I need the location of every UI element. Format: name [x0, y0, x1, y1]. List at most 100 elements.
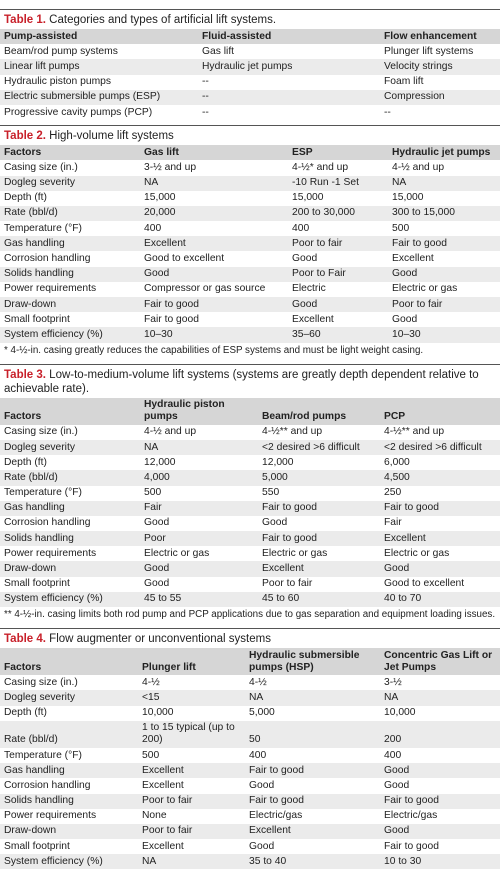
table-cell: 10,000	[384, 707, 416, 719]
header-cell: PCP	[380, 397, 500, 425]
table-cell: Excellent	[258, 561, 380, 577]
header-cell: Fluid-assisted	[198, 29, 380, 45]
table-row: Rate (bbl/d) 1 to 15 typical (up to 200) 5…	[0, 720, 500, 748]
header-cell: Hydraulic submersible pumps (HSP)	[245, 648, 380, 676]
table-cell: Excellent	[138, 763, 245, 779]
header-cell: Gas lift	[140, 145, 288, 161]
table-cell: Solids handling	[0, 793, 138, 809]
table-cell: Excellent	[392, 253, 434, 265]
table-cell: Poor to fair	[262, 578, 313, 590]
header-cell: Concentric Gas Lift or Jet Pumps	[380, 648, 500, 676]
table-cell: Fair to good	[388, 236, 500, 252]
table-cell: System efficiency (%)	[0, 591, 140, 607]
table-cell: Depth (ft)	[4, 192, 47, 204]
table-cell: Poor	[140, 531, 258, 547]
table-row: Casing size (in.) 4-½ and up 4-½** and up 4…	[0, 425, 500, 440]
table-cell: Poor to fair	[138, 823, 245, 840]
table-row: Dogleg severity NA -10 Run -1 Set NA	[0, 175, 500, 191]
table-cell: 4-½	[249, 676, 267, 688]
table-cell: 550	[262, 487, 280, 499]
table-cell: 4-½ and up	[144, 426, 197, 438]
table-cell: 400	[249, 749, 267, 761]
table-cell: System efficiency (%)	[0, 327, 140, 343]
table-cell: <2 desired >6 difficult	[380, 439, 500, 456]
table-cell: NA	[380, 690, 500, 706]
table-cell: Power requirements	[4, 810, 97, 822]
table-cell: -10 Run -1 Set	[288, 175, 388, 191]
table-row: Corrosion handling Good to excellent Good E…	[0, 251, 500, 266]
table-cell: 45 to 60	[258, 591, 380, 607]
table-row: Dogleg severity <15 NA NA	[0, 690, 500, 706]
table-label: Table 2.	[4, 130, 46, 143]
header-cell: Plunger lift	[138, 648, 245, 676]
table-cell: Corrosion handling	[4, 253, 91, 265]
table-row: Solids handling Poor to fair Fair to good F…	[0, 793, 500, 809]
table-cell: Excellent	[142, 840, 184, 852]
header-row: Factors Gas lift ESP Hydraulic jet pumps	[0, 145, 500, 161]
table-row: System efficiency (%) NA 35 to 40 10 to 30	[0, 854, 500, 869]
table-cell: --	[198, 89, 380, 105]
table-caption: Table 2. High-volume lift systems	[0, 126, 500, 145]
table-cell: 50	[245, 720, 380, 748]
table-row: Temperature (°F) 500 400 400	[0, 748, 500, 763]
table-row: Small footprint Good Poor to fair Good to e…	[0, 577, 500, 592]
table-cell: NA	[388, 175, 500, 191]
table-caption-text: High-volume lift systems	[49, 130, 174, 143]
table-cell: 15,000	[144, 192, 176, 204]
table-cell: Fair to good	[258, 500, 380, 516]
table-cell: Good	[380, 823, 500, 840]
table-caption-text: Categories and types of artificial lift …	[49, 14, 277, 26]
table-caption: Table 4. Flow augmenter or unconventiona…	[0, 629, 500, 648]
table-cell: Fair	[140, 500, 258, 516]
table-row: Depth (ft) 10,000 5,000 10,000	[0, 706, 500, 721]
table-cell: --	[384, 106, 391, 118]
table-cell: NA	[138, 854, 245, 869]
table-cell: Casing size (in.)	[4, 161, 78, 173]
table-cell: Good	[140, 266, 288, 282]
header-cell: Pump-assisted	[0, 29, 198, 45]
table-row: Small footprint Excellent Good Fair to good	[0, 839, 500, 854]
table-cell: 400	[144, 222, 162, 234]
table-row: Progressive cavity pumps (PCP) -- --	[0, 105, 500, 120]
table-cell: Electric or gas	[392, 283, 458, 295]
table-cell: Fair	[384, 517, 402, 529]
table-cell: 12,000	[262, 456, 294, 468]
table-row: Depth (ft) 12,000 12,000 6,000	[0, 455, 500, 470]
table-cell: Poor to fair	[138, 793, 245, 809]
table-cell: 4-½** and up	[384, 426, 445, 438]
table-cell: 40 to 70	[380, 591, 500, 607]
table-cell: Electric or gas	[144, 547, 210, 559]
table-block: Table 1. Categories and types of artific…	[0, 9, 500, 120]
table-cell: Rate (bbl/d)	[0, 720, 138, 748]
table-row: Power requirements Electric or gas Electri…	[0, 546, 500, 561]
table-row: Temperature (°F) 400 400 500	[0, 221, 500, 236]
table-cell: 45 to 55	[140, 591, 258, 607]
table-cell: 250	[384, 487, 402, 499]
table-cell: Good	[292, 253, 318, 265]
table-cell: 1 to 15 typical (up to 200)	[138, 720, 245, 748]
table-cell: 4-½ and up	[392, 161, 445, 173]
table-cell: Good	[388, 266, 500, 282]
table-cell: 4,500	[380, 470, 500, 486]
table-cell: NA	[245, 690, 380, 706]
table-cell: Fair to good	[245, 793, 380, 809]
table-block: Table 2. High-volume lift systems Factors…	[0, 125, 500, 358]
table-cell: Temperature (°F)	[4, 487, 82, 499]
table-cell: Dogleg severity	[0, 175, 140, 191]
table-cell: Electric submersible pumps (ESP)	[0, 89, 198, 105]
table-note: * 4-½-in. casing greatly reduces the cap…	[4, 344, 424, 356]
table-cell: Gas handling	[0, 236, 140, 252]
table-row: Depth (ft) 15,000 15,000 15,000	[0, 191, 500, 206]
table-cell: 3-½	[384, 676, 402, 688]
table-row: Draw-down Good Excellent Good	[0, 561, 500, 577]
table-cell: 4-½** and up	[262, 426, 323, 438]
table-cell: Draw-down	[0, 297, 140, 313]
table-row: Gas handling Fair Fair to good Fair to good	[0, 500, 500, 516]
table-row: Casing size (in.) 4-½ 4-½ 3-½	[0, 675, 500, 690]
table-cell: Fair to good	[144, 313, 199, 325]
table-cell: NA	[140, 439, 258, 456]
table-cell: Good	[144, 517, 170, 529]
table-label: Table 4.	[4, 633, 46, 645]
table-cell: Fair to good	[384, 840, 439, 852]
